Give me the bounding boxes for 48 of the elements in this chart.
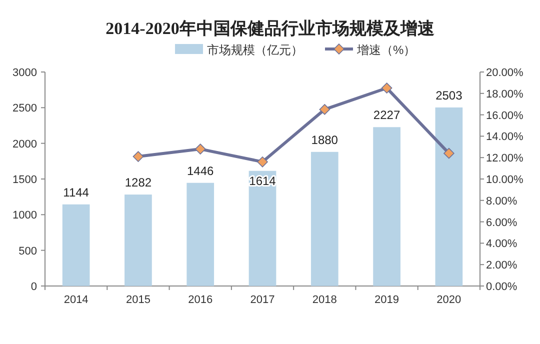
bar	[435, 107, 463, 286]
bar	[248, 170, 276, 286]
point	[132, 151, 144, 162]
x-tick-label: 2019	[374, 294, 400, 306]
data-label: 1144	[63, 185, 90, 200]
x-tick-label: 2014	[64, 294, 88, 306]
y-tick-label: 2500	[12, 102, 37, 115]
x-tick-label: 2018	[312, 294, 337, 306]
data-label: 2503	[436, 88, 463, 102]
y2-tick-label: 6.00%	[486, 216, 518, 229]
bar	[186, 182, 214, 286]
x-tick-label: 2015	[126, 294, 150, 306]
y2-tick-label: 14.00%	[486, 131, 524, 144]
bar	[124, 194, 152, 286]
legend-label: 市场规模（亿元）	[207, 43, 303, 57]
data-label: 1282	[124, 176, 152, 190]
x-tick-label: 2016	[188, 294, 213, 306]
y-tick-label: 3000	[12, 67, 37, 79]
y2-tick-label: 2.00%	[486, 260, 518, 272]
y2-tick-label: 18.00%	[486, 88, 524, 100]
bar	[310, 152, 338, 286]
bar	[62, 204, 90, 286]
y2-tick-label: 12.00%	[486, 152, 524, 165]
y2-tick-label: 4.00%	[486, 238, 518, 250]
chart-title: 2014-2020年中国保健品行业市场规模及增速	[106, 19, 434, 38]
data-label: 1614	[249, 174, 276, 188]
legend-label: 增速（%）	[356, 43, 416, 57]
x-tick-label: 2020	[436, 294, 462, 306]
point	[444, 148, 454, 159]
point	[257, 156, 268, 168]
y-tick-label: 0	[30, 281, 37, 293]
point	[381, 82, 392, 94]
y2-tick-label: 10.00%	[486, 174, 524, 186]
y2-tick-label: 0.00%	[486, 281, 518, 293]
x-tick-label: 2017	[250, 294, 275, 306]
y-tick-label: 500	[18, 245, 37, 258]
data-label: 1446	[187, 164, 214, 178]
point	[319, 104, 330, 115]
data-label: 1880	[311, 132, 338, 147]
bar	[373, 127, 400, 286]
y2-tick-label: 8.00%	[486, 195, 518, 208]
y2-tick-label: 20.00%	[486, 67, 524, 79]
point	[194, 144, 206, 154]
y-tick-label: 2000	[12, 138, 37, 150]
y-tick-label: 1500	[12, 174, 37, 186]
data-label: 2227	[373, 108, 400, 122]
y-tick-label: 1000	[12, 210, 37, 222]
y2-tick-label: 16.00%	[486, 110, 524, 122]
